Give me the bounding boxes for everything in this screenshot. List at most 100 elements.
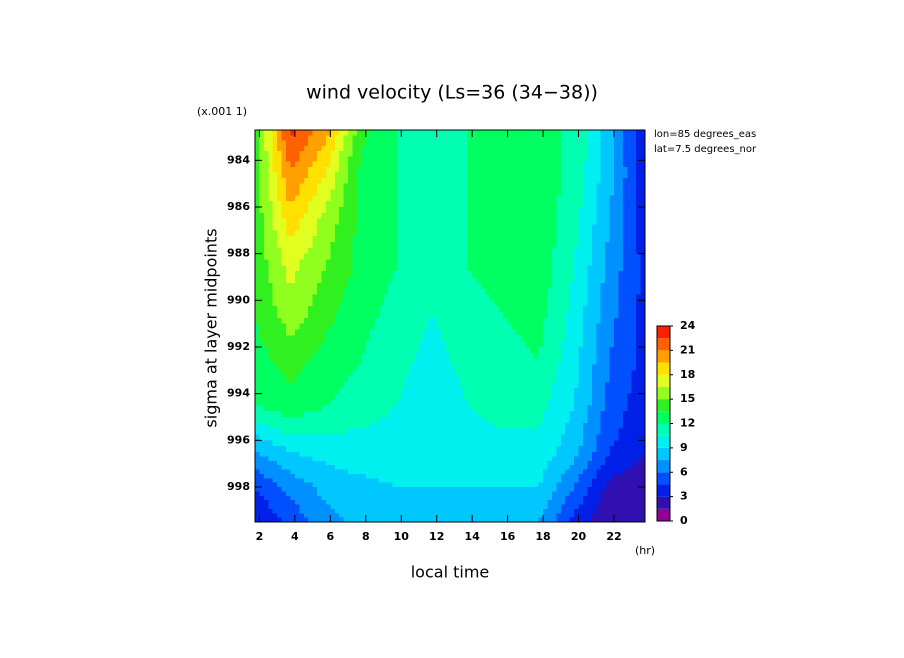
contour-cell [494,195,500,202]
contour-cell [445,434,451,441]
contour-cell [410,230,416,237]
contour-cell [476,294,482,301]
contour-cell [613,411,620,418]
contour-cell [600,393,606,401]
contour-cell [321,428,327,436]
contour-cell [268,317,274,325]
contour-cell [290,399,296,406]
contour-cell [507,288,513,296]
contour-cell [387,230,393,237]
contour-cell [392,341,398,348]
contour-cell [441,177,447,185]
contour-cell [547,218,553,226]
contour-cell [543,370,549,377]
contour-cell [379,189,385,196]
contour-cell [321,364,327,371]
contour-cell [543,140,549,147]
contour-cell [255,465,261,471]
contour-cell [454,177,460,185]
contour-cell [543,352,549,360]
contour-cell [529,358,535,366]
contour-cell [374,140,380,147]
contour-cell [281,259,287,266]
contour-cell [463,370,469,377]
contour-cell [418,347,425,354]
contour-cell [591,218,597,226]
contour-cell [454,399,460,406]
contour-cell [432,323,438,331]
contour-cell [529,242,535,249]
contour-cell [627,317,633,325]
contour-cell [352,242,358,249]
contour-cell [636,253,642,261]
contour-cell [255,329,261,336]
contour-cell [277,236,283,243]
contour-cell [458,329,464,336]
contour-cell [396,253,402,261]
contour-cell [591,236,597,243]
contour-cell [640,247,646,255]
contour-cell [312,294,318,301]
contour-cell [361,317,367,325]
contour-cell [622,358,628,366]
contour-cell [569,329,575,336]
contour-cell [392,189,398,196]
contour-cell [379,329,385,336]
contour-cell [600,166,606,173]
contour-cell [432,422,438,430]
contour-cell [330,300,336,307]
contour-cell [494,236,500,243]
contour-cell [587,140,593,147]
contour-cell [578,376,584,383]
contour-cell [450,183,456,191]
contour-cell [281,422,287,430]
contour-cell [463,428,469,436]
contour-cell [396,265,402,272]
contour-cell [259,440,265,447]
contour-cell [476,156,482,163]
contour-cell [636,140,642,147]
contour-cell [259,446,265,453]
contour-cell [317,277,323,284]
contour-cell [396,358,402,366]
contour-cell [374,387,380,395]
contour-cell [401,440,407,447]
contour-cell [343,364,349,371]
contour-cell [591,428,597,436]
contour-cell [294,135,300,142]
contour-cell [574,329,580,336]
contour-cell [441,323,447,331]
contour-cell [339,177,345,185]
contour-cell [458,376,464,383]
contour-cell [330,145,336,152]
contour-cell [498,335,504,342]
contour-cell [618,172,624,179]
contour-cell [560,242,566,249]
contour-cell [396,364,402,371]
contour-cell [476,329,482,336]
contour-cell [299,312,305,319]
contour-cell [370,271,376,278]
contour-cell [587,329,593,336]
contour-cell [286,440,292,447]
contour-cell [489,212,495,220]
contour-cell [507,306,513,313]
contour-cell [640,218,646,226]
contour-cell [556,242,562,249]
contour-cell [405,130,411,136]
contour-cell [636,352,642,360]
contour-cell [370,399,376,406]
contour-cell [334,300,340,307]
contour-cell [392,230,398,237]
contour-cell [392,130,398,136]
contour-cell [538,172,544,179]
contour-cell [640,422,646,430]
contour-cell [325,183,331,191]
contour-cell [543,183,549,191]
contour-cell [299,135,305,142]
contour-cell [605,347,611,354]
contour-cell [263,364,269,371]
contour-cell [321,277,327,284]
contour-cell [401,300,407,307]
contour-cell [503,172,509,179]
